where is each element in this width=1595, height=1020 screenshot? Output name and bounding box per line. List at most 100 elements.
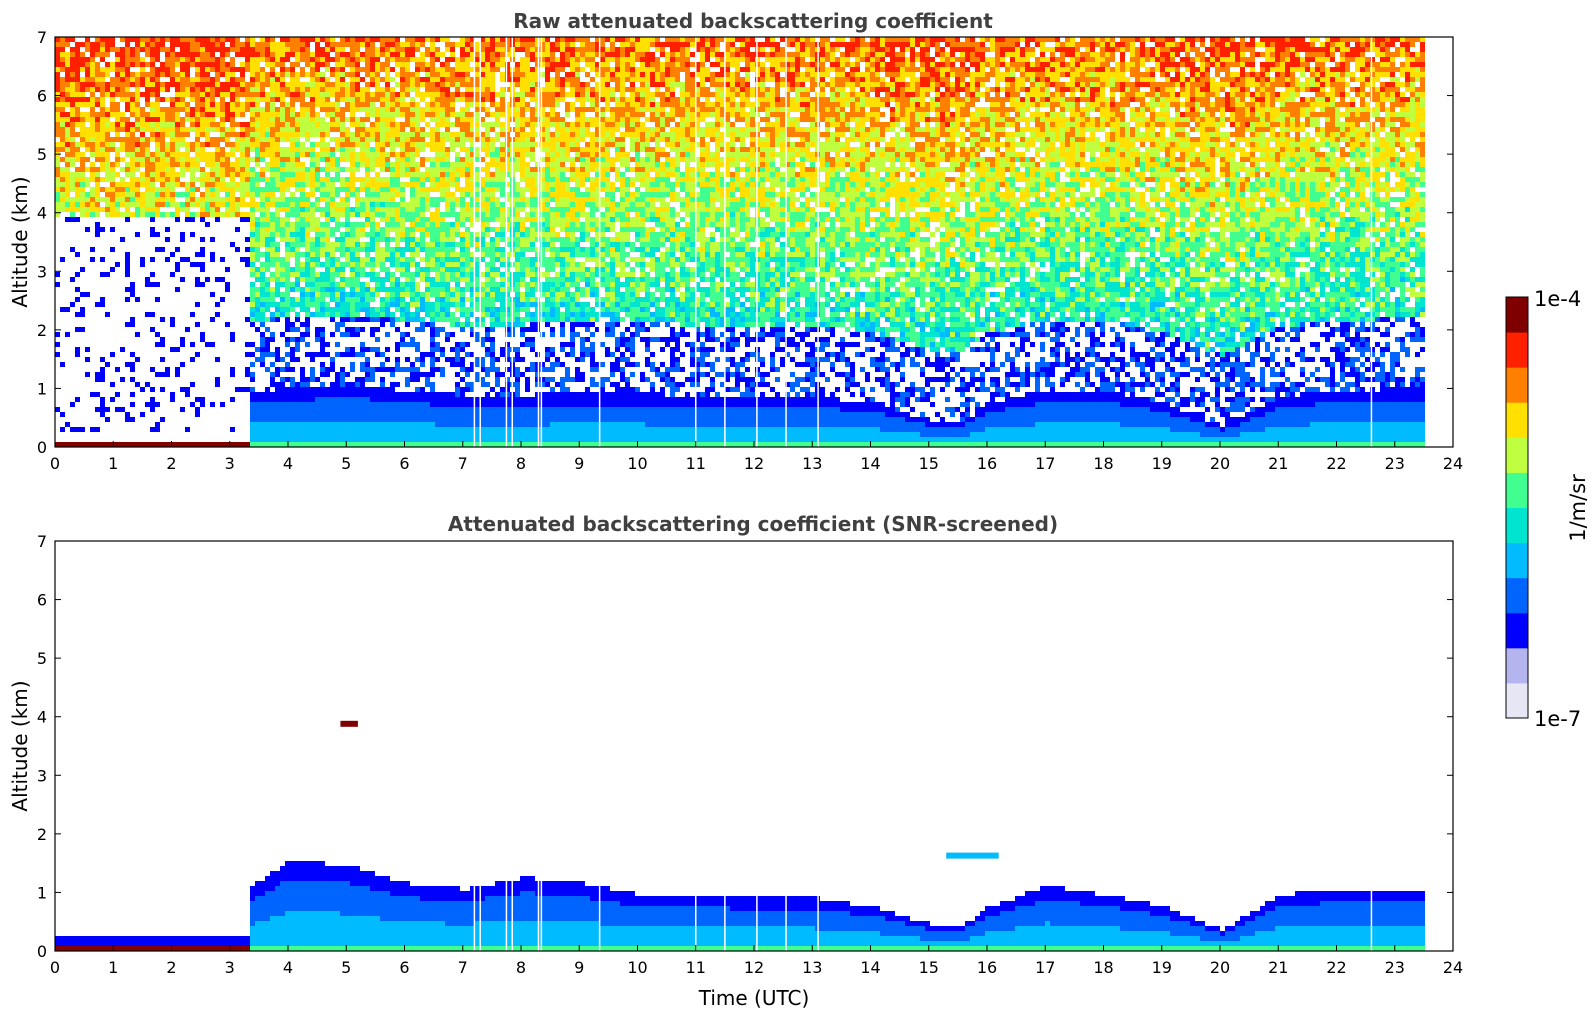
heatmap-cell [155, 252, 160, 257]
heatmap-cell [180, 302, 185, 307]
heatmap-cell [135, 157, 140, 162]
heatmap-cell [80, 97, 85, 102]
heatmap-cell [145, 407, 150, 412]
heatmap-cell [210, 217, 215, 222]
heatmap-cell [320, 367, 325, 372]
heatmap-cell [95, 347, 100, 352]
heatmap-cell [310, 377, 315, 382]
heatmap-cell [260, 142, 265, 147]
heatmap-cell [230, 187, 235, 192]
heatmap-cell [345, 322, 350, 327]
heatmap-cell [215, 337, 220, 342]
heatmap-cell [70, 367, 75, 372]
heatmap-cell [340, 382, 345, 387]
heatmap-cell [90, 417, 95, 422]
heatmap-cell [215, 222, 220, 227]
heatmap-cell [140, 217, 145, 222]
heatmap-cell [250, 37, 255, 42]
heatmap-cell [280, 422, 285, 427]
heatmap-cell [315, 367, 320, 372]
heatmap-cell [325, 47, 330, 52]
heatmap-cell [210, 362, 215, 367]
heatmap-cell [100, 437, 105, 442]
heatmap-cell [335, 422, 340, 427]
heatmap-cell [115, 37, 120, 42]
heatmap-cell [215, 307, 220, 312]
heatmap-cell [275, 37, 280, 42]
heatmap-cell [225, 72, 230, 77]
heatmap-cell [95, 287, 100, 292]
heatmap-cell [55, 397, 60, 402]
heatmap-cell [210, 342, 215, 347]
heatmap-cell [195, 177, 200, 182]
heatmap-cell [235, 187, 240, 192]
heatmap-cell [320, 167, 325, 172]
heatmap-cell [355, 407, 360, 412]
heatmap-cell [290, 412, 295, 417]
heatmap-cell [160, 272, 165, 277]
heatmap-cell [260, 52, 265, 57]
heatmap-cell [260, 187, 265, 192]
heatmap-cell [95, 332, 100, 337]
heatmap-cell [310, 182, 315, 187]
heatmap-cell [220, 417, 225, 422]
heatmap-cell [90, 427, 95, 432]
heatmap-cell [335, 227, 340, 232]
heatmap-cell [280, 377, 285, 382]
heatmap-cell [160, 117, 165, 122]
heatmap-cell [170, 137, 175, 142]
heatmap-cell [125, 122, 130, 127]
heatmap-cell [335, 427, 340, 432]
heatmap-cell [165, 47, 170, 52]
heatmap-cell [90, 182, 95, 187]
heatmap-cell [190, 422, 195, 427]
heatmap-cell [300, 377, 305, 382]
heatmap-cell [110, 257, 115, 262]
heatmap-cell [155, 372, 160, 377]
heatmap-cell [85, 72, 90, 77]
heatmap-cell [180, 227, 185, 232]
heatmap-cell [70, 357, 75, 362]
heatmap-cell [235, 357, 240, 362]
heatmap-cell [265, 217, 270, 222]
heatmap-cell [280, 192, 285, 197]
heatmap-cell [85, 252, 90, 257]
heatmap-cell [170, 397, 175, 402]
heatmap-cell [240, 392, 245, 397]
heatmap-cell [305, 282, 310, 287]
heatmap-cell [310, 142, 315, 147]
heatmap-cell [120, 417, 125, 422]
heatmap-cell [190, 337, 195, 342]
heatmap-cell [250, 82, 255, 87]
heatmap-cell [100, 42, 105, 47]
heatmap-cell [345, 147, 350, 152]
heatmap-cell [240, 182, 245, 187]
heatmap-cell [155, 107, 160, 112]
heatmap-cell [285, 342, 290, 347]
heatmap-cell [240, 162, 245, 167]
heatmap-cell [310, 267, 315, 272]
heatmap-cell [140, 202, 145, 207]
heatmap-cell [225, 387, 230, 392]
heatmap-cell [205, 297, 210, 302]
heatmap-cell [340, 417, 345, 422]
heatmap-cell [355, 272, 360, 277]
heatmap-cell [205, 392, 210, 397]
heatmap-cell [220, 287, 225, 292]
heatmap-cell [205, 182, 210, 187]
heatmap-cell [230, 57, 235, 62]
heatmap-cell [230, 62, 235, 67]
heatmap-cell [325, 437, 330, 442]
heatmap-cell [175, 172, 180, 177]
heatmap-cell [130, 292, 135, 297]
heatmap-cell [315, 277, 320, 282]
heatmap-cell [195, 372, 200, 377]
heatmap-cell [195, 172, 200, 177]
heatmap-cell [340, 377, 345, 382]
heatmap-cell [320, 222, 325, 227]
heatmap-cell [235, 317, 240, 322]
heatmap-cell [130, 297, 135, 302]
heatmap-cell [175, 97, 180, 102]
heatmap-cell [60, 57, 65, 62]
heatmap-cell [245, 357, 250, 362]
